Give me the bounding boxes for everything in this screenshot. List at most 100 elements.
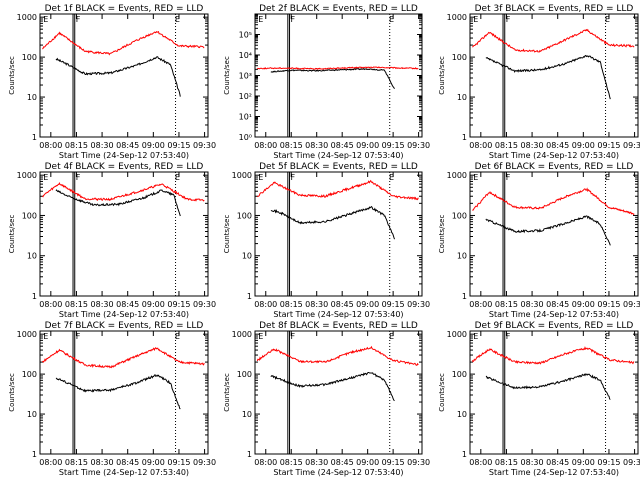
- x-tick-label: 08:45: [546, 458, 569, 467]
- x-tick-label: 08:45: [116, 458, 139, 467]
- x-tick-label: 09:30: [623, 141, 640, 150]
- y-tick-label: 10²: [239, 92, 252, 101]
- x-tick-label: 08:30: [521, 458, 544, 467]
- y-tick-label: 1: [247, 450, 252, 459]
- chart-title: Det 5f BLACK = Events, RED = LLD: [259, 162, 418, 172]
- interval-marker-label: E: [43, 173, 48, 182]
- plot-frame: [254, 13, 423, 138]
- y-tick-label: 100: [452, 370, 467, 379]
- x-axis-label: Start Time (24-Sep-12 07:53:40): [59, 151, 189, 160]
- x-tick-label: 08:30: [521, 141, 544, 150]
- interval-marker-label: E: [605, 173, 610, 182]
- x-tick-label: 09:30: [193, 458, 216, 467]
- series-line-events: [485, 54, 611, 100]
- y-tick-label: 1000: [17, 330, 37, 339]
- x-tick-label: 08:45: [546, 300, 569, 309]
- series-line-events: [485, 215, 611, 246]
- interval-marker-label: F: [506, 15, 511, 24]
- plot-frame: [254, 171, 423, 297]
- series-line-events: [270, 67, 395, 89]
- y-tick-label: 1000: [447, 330, 467, 339]
- x-axis-label: Start Time (24-Sep-12 07:53:40): [489, 310, 619, 319]
- interval-marker-label: F: [506, 332, 511, 341]
- series-line-lld: [42, 30, 205, 56]
- x-tick-label: 09:15: [167, 141, 190, 150]
- x-axis-label: Start Time (24-Sep-12 07:53:40): [59, 310, 189, 319]
- x-tick-label: 08:30: [521, 300, 544, 309]
- chart-panel-7: Det 7f BLACK = Events, RED = LLD 1 10 100 10…: [8, 321, 216, 477]
- chart-panel-6: Det 6f BLACK = Events, RED = LLD 1 10 100 10…: [438, 162, 640, 319]
- y-axis-label: Counts/sec: [438, 215, 446, 254]
- series-line-events: [270, 372, 395, 402]
- y-tick-label: 10¹: [239, 113, 252, 122]
- chart-panel-5: Det 5f BLACK = Events, RED = LLD 1 10 100 10…: [223, 162, 430, 319]
- x-tick-label: 08:30: [91, 458, 114, 467]
- y-tick-label: 1: [462, 450, 467, 459]
- x-tick-label: 08:00: [39, 141, 62, 150]
- x-tick-label: 08:45: [331, 141, 354, 150]
- x-tick-label: 08:15: [495, 458, 518, 467]
- chart-panel-2: Det 2f BLACK = Events, RED = LLD 10⁰ 10¹ 10…: [223, 4, 430, 160]
- interval-marker-label: E: [473, 173, 478, 182]
- y-tick-label: 100: [22, 370, 37, 379]
- x-tick-label: 09:30: [193, 141, 216, 150]
- interval-marker-label: E: [473, 15, 478, 24]
- y-tick-label: 10: [27, 252, 37, 261]
- chart-panel-8: Det 8f BLACK = Events, RED = LLD 1 10 100 10…: [223, 321, 430, 477]
- x-tick-label: 09:00: [142, 458, 165, 467]
- interval-marker-label: E: [605, 15, 610, 24]
- x-axis-label: Start Time (24-Sep-12 07:53:40): [273, 468, 403, 477]
- x-tick-label: 09:00: [142, 141, 165, 150]
- y-tick-label: 100: [452, 211, 467, 220]
- y-tick-label: 10⁰: [239, 133, 252, 142]
- y-axis-label: Counts/sec: [223, 373, 231, 412]
- x-tick-label: 09:15: [597, 458, 620, 467]
- chart-title: Det 7f BLACK = Events, RED = LLD: [45, 321, 204, 331]
- y-tick-label: 100: [452, 53, 467, 62]
- chart-title: Det 1f BLACK = Events, RED = LLD: [45, 4, 204, 14]
- x-tick-label: 08:30: [91, 141, 114, 150]
- y-tick-label: 10⁴: [239, 51, 252, 60]
- x-tick-label: 09:00: [142, 300, 165, 309]
- plot-frame: [39, 330, 209, 455]
- y-tick-label: 1000: [447, 13, 467, 22]
- x-tick-label: 09:15: [382, 300, 405, 309]
- x-tick-label: 08:00: [469, 300, 492, 309]
- y-tick-label: 1: [32, 133, 37, 142]
- x-axis-label: Start Time (24-Sep-12 07:53:40): [59, 468, 189, 477]
- chart-title: Det 4f BLACK = Events, RED = LLD: [45, 162, 204, 172]
- chart-title: Det 8f BLACK = Events, RED = LLD: [259, 321, 418, 331]
- x-tick-label: 08:00: [254, 458, 277, 467]
- y-tick-label: 1000: [232, 330, 252, 339]
- x-tick-label: 09:30: [193, 300, 216, 309]
- interval-marker-label: E: [389, 173, 394, 182]
- y-tick-label: 1000: [17, 171, 37, 180]
- y-tick-label: 10: [242, 410, 252, 419]
- x-tick-label: 08:15: [280, 141, 303, 150]
- plot-frame: [469, 330, 639, 455]
- y-tick-label: 10: [27, 93, 37, 102]
- x-tick-label: 08:15: [65, 300, 88, 309]
- interval-marker-label: E: [175, 332, 180, 341]
- chart-title: Det 2f BLACK = Events, RED = LLD: [259, 4, 418, 14]
- y-tick-label: 1000: [17, 13, 37, 22]
- y-tick-label: 1: [32, 450, 37, 459]
- x-tick-label: 08:15: [65, 458, 88, 467]
- x-tick-label: 08:45: [331, 458, 354, 467]
- interval-marker-label: E: [43, 15, 48, 24]
- x-tick-label: 08:00: [39, 458, 62, 467]
- x-tick-label: 08:00: [469, 458, 492, 467]
- y-axis-label: Counts/sec: [438, 56, 446, 95]
- plot-frame: [39, 13, 209, 138]
- interval-marker-label: E: [473, 332, 478, 341]
- y-tick-label: 10: [242, 252, 252, 261]
- interval-marker-label: F: [291, 173, 296, 182]
- x-tick-label: 09:00: [356, 141, 379, 150]
- series-line-events: [55, 56, 181, 97]
- x-tick-label: 09:00: [572, 141, 595, 150]
- x-tick-label: 09:30: [407, 141, 430, 150]
- plot-frame: [39, 171, 209, 297]
- series-line-lld: [257, 66, 419, 71]
- interval-marker-label: F: [506, 173, 511, 182]
